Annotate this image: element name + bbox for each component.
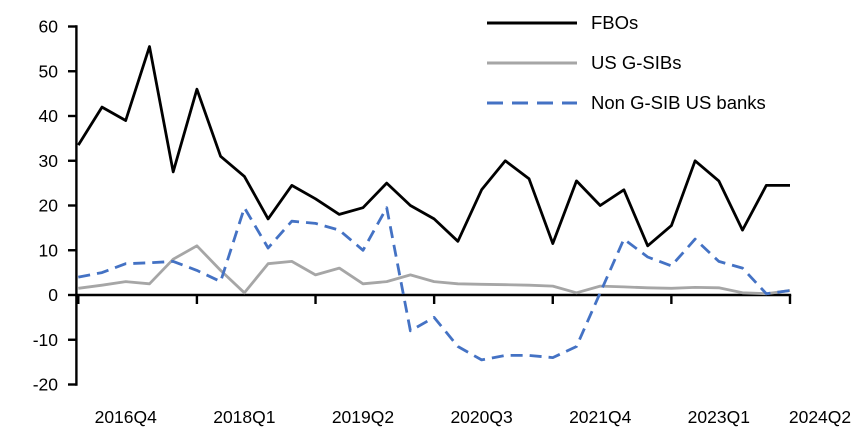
x-axis-tick-label: 2021Q4 — [569, 407, 632, 427]
y-axis-tick-label: 20 — [39, 196, 59, 216]
x-axis-tick-label: 2020Q3 — [450, 407, 512, 427]
series-line-us-g-sibs — [78, 244, 791, 296]
x-axis-tick-label: 2023Q1 — [688, 407, 750, 427]
y-axis: -20 -10 0 10 20 30 40 50 60 — [33, 17, 78, 395]
y-axis-tick-label: 60 — [39, 17, 59, 37]
legend-line-sample-fbos — [487, 14, 577, 32]
legend-item-fbos: FBOs — [487, 3, 766, 43]
x-axis: 2016Q4 2018Q1 2019Q2 2020Q3 2021Q4 2023Q1 2024… — [75, 293, 851, 427]
legend-sample-canvas — [487, 21, 577, 25]
legend: FBOs US G-SIBs Non G-SIB US banks — [487, 3, 766, 123]
legend-sample-canvas — [487, 101, 577, 105]
legend-label-us-gsibs: US G-SIBs — [591, 52, 682, 73]
x-axis-tick-label: 2018Q1 — [213, 407, 275, 427]
x-axis-tick-label: 2019Q2 — [332, 407, 394, 427]
legend-line-sample-us-gsibs — [487, 54, 577, 72]
legend-item-non-gsib-us-banks: Non G-SIB US banks — [487, 83, 766, 123]
y-axis-tick-label: 30 — [39, 151, 59, 171]
y-axis-tick-label: 40 — [39, 106, 59, 126]
y-axis-tick-label: 10 — [39, 240, 59, 260]
x-axis-tick-label: 2024Q2 — [789, 407, 851, 427]
y-axis-tick-label: -20 — [33, 375, 59, 395]
series-line-non-g-sib-us-banks — [78, 206, 791, 362]
legend-item-us-gsibs: US G-SIBs — [487, 43, 766, 83]
y-axis-tick-label: 0 — [48, 285, 58, 305]
legend-label-non-gsib-us-banks: Non G-SIB US banks — [591, 92, 766, 113]
legend-line-sample-non-gsib-us-banks — [487, 94, 577, 112]
y-axis-tick-label: 50 — [39, 61, 59, 81]
legend-sample-canvas — [487, 61, 577, 65]
x-axis-tick-label: 2016Q4 — [95, 407, 158, 427]
series-line-fbos — [77, 45, 790, 248]
chart-series — [77, 45, 791, 362]
y-axis-tick-label: -10 — [33, 330, 59, 350]
legend-label-fbos: FBOs — [591, 12, 639, 33]
